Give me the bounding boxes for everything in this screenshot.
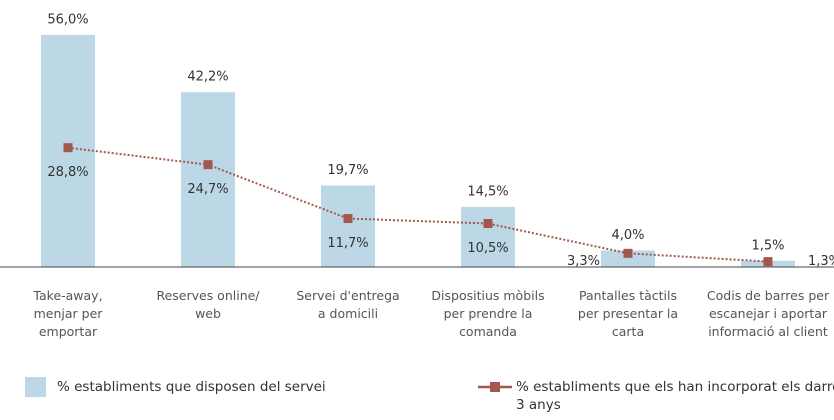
bar-value-label: 42,2% [187,70,228,85]
bar-value-label: 56,0% [47,13,88,28]
x-tick-label: Take-away, menjar per emportar [32,288,103,339]
line-marker [203,160,213,170]
bar-value-label: 4,0% [611,228,644,243]
x-tick-label: Dispositius mòbils per prendre la comanda [431,288,544,339]
legend-label: % establiments que els han incorporat el… [516,379,834,413]
bar [181,92,235,268]
line-value-label: 10,5% [467,241,508,256]
bar-value-label: 1,5% [751,238,784,253]
x-tick-label: Reserves online/web [156,288,260,321]
line-marker [343,214,353,224]
legend-marker [490,382,500,392]
line-marker [763,257,773,267]
line-marker [623,248,633,258]
line-value-label: 28,8% [47,165,88,180]
bar [461,206,515,267]
bar [601,250,655,267]
line-marker [63,143,73,153]
x-tick-label: Pantalles tàctils per presentar la carta [578,288,678,339]
legend-swatch [25,377,46,397]
line-value-label: 1,3% [808,254,834,269]
bar-value-label: 19,7% [327,163,368,178]
bar [321,185,375,267]
line-value-label: 11,7% [327,236,368,251]
x-tick-label: Codis de barres per escanejar i aportar in… [707,288,830,339]
line-marker [483,219,493,228]
line [67,146,769,263]
bar-value-label: 14,5% [467,184,508,199]
legend-label: % establiments que disposen del servei [57,379,326,395]
x-tick-label: Servei d'entrega a domicili [296,288,399,321]
line-value-label: 3,3% [567,254,600,269]
line-value-label: 24,7% [187,182,228,197]
